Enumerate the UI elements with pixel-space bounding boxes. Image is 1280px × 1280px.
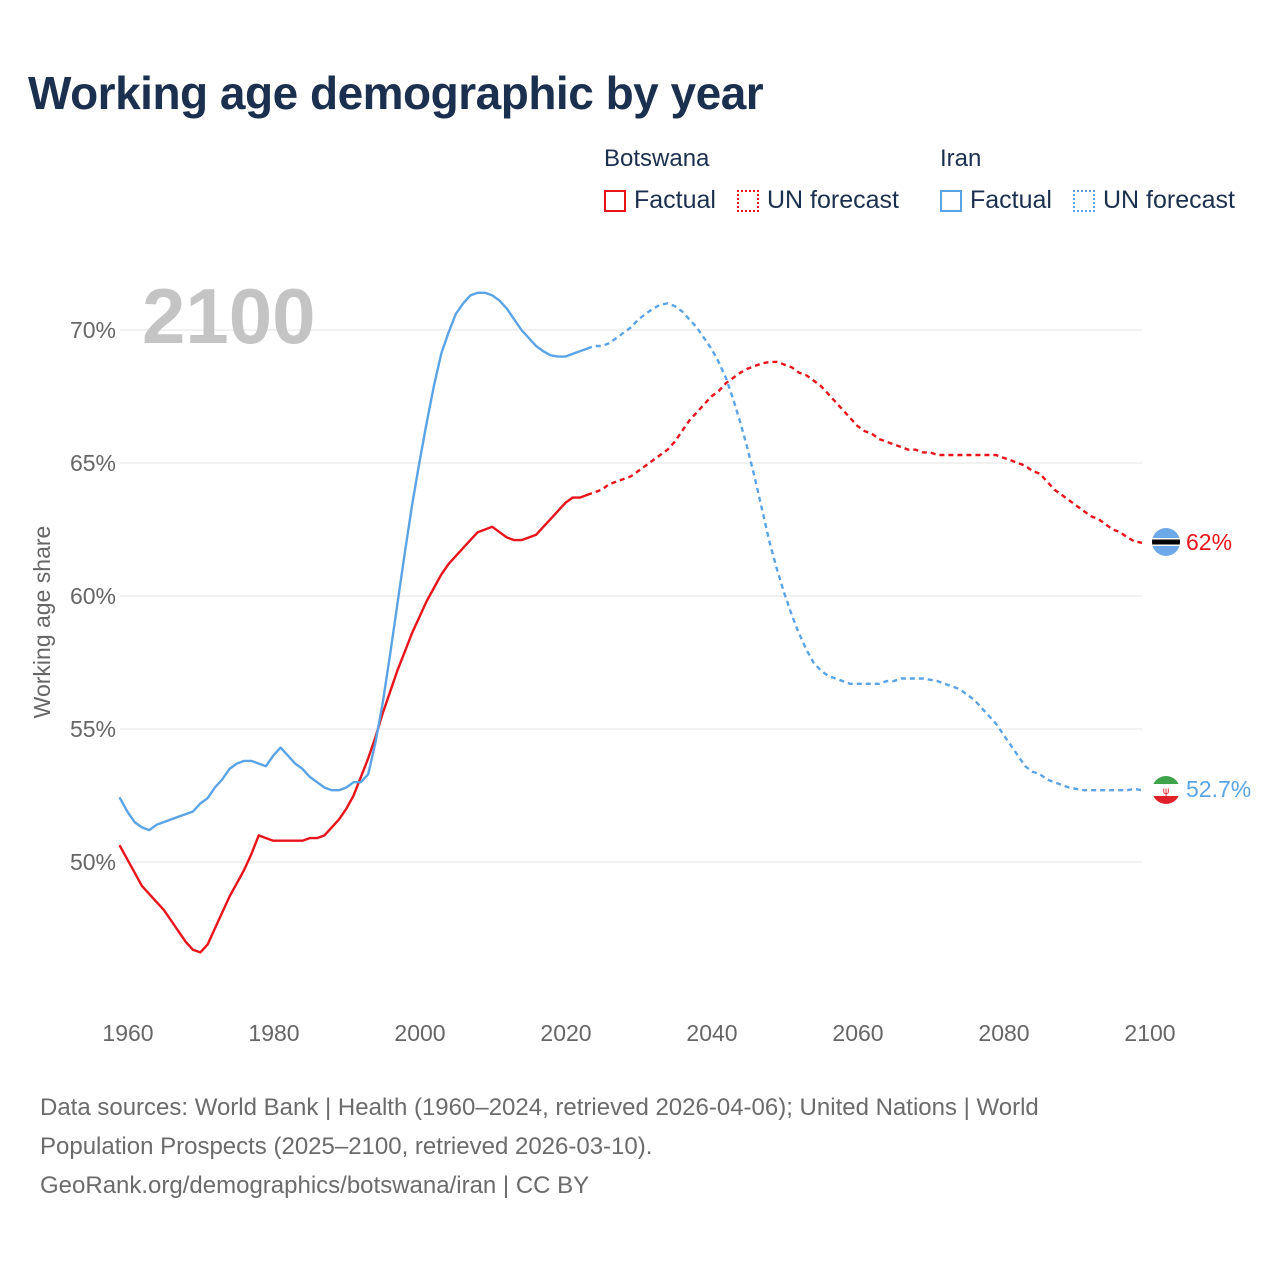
x-axis-ticks: 1960 1980 2000 2020 2040 2060 2080 2100 [102, 1020, 1175, 1046]
iran-factual-line[interactable] [118, 291, 589, 832]
y-tick-label: 70% [70, 317, 116, 343]
legend-swatch-dotted-red [737, 189, 759, 212]
x-tick-label: 1980 [248, 1020, 299, 1046]
x-tick-label: 2040 [686, 1020, 737, 1046]
current-year-label: 2100 [142, 272, 316, 360]
y-tick-label: 65% [70, 450, 116, 476]
legend-botswana-factual-label: Factual [634, 186, 716, 214]
botswana-forecast-line[interactable] [586, 360, 1143, 544]
botswana-end-value-label: 62% [1186, 529, 1232, 555]
botswana-flag-icon [1152, 528, 1180, 556]
legend-botswana-forecast[interactable]: UN forecast [737, 186, 899, 215]
data-sources: Data sources: World Bank | Health (1960–… [40, 1088, 1220, 1205]
y-tick-label: 50% [70, 849, 116, 875]
y-axis-ticks: 50% 55% 60% 65% 70% [70, 317, 116, 875]
y-axis-title: Working age share [29, 526, 55, 719]
iran-forecast-line[interactable] [586, 302, 1143, 792]
sources-line-1: Data sources: World Bank | Health (1960–… [40, 1094, 1039, 1121]
sources-line-2: Population Prospects (2025–2100, retriev… [40, 1133, 653, 1160]
x-tick-label: 2080 [978, 1020, 1029, 1046]
x-tick-label: 2100 [1124, 1020, 1175, 1046]
legend-swatch-solid-blue [940, 189, 962, 212]
x-tick-label: 2000 [394, 1020, 445, 1046]
grid-lines [120, 329, 1142, 863]
legend-iran-factual-label: Factual [970, 186, 1052, 214]
legend-group-iran: Iran [940, 145, 982, 172]
y-tick-label: 55% [70, 716, 116, 742]
sources-attribution-link[interactable]: GeoRank.org/demographics/botswana/iran |… [40, 1172, 590, 1199]
legend-swatch-dotted-blue [1073, 189, 1095, 212]
legend-iran-forecast[interactable]: UN forecast [1073, 186, 1235, 215]
iran-end-value-label: 52.7% [1186, 776, 1251, 802]
series-lines [118, 291, 1143, 954]
iran-flag-icon: ψ [1152, 776, 1180, 804]
legend-iran-factual[interactable]: Factual [940, 186, 1052, 215]
x-tick-label: 2060 [832, 1020, 883, 1046]
x-tick-label: 2020 [540, 1020, 591, 1046]
svg-text:ψ: ψ [1163, 786, 1170, 797]
legend-botswana-factual[interactable]: Factual [604, 186, 716, 215]
legend-botswana-forecast-label: UN forecast [767, 186, 899, 214]
y-tick-label: 60% [70, 583, 116, 609]
legend-iran-forecast-label: UN forecast [1103, 186, 1235, 214]
legend-swatch-solid-red [604, 189, 626, 212]
x-tick-label: 1960 [102, 1020, 153, 1046]
botswana-factual-line[interactable] [118, 493, 589, 954]
chart-title: Working age demographic by year [28, 67, 764, 119]
legend-group-botswana: Botswana [604, 145, 710, 172]
